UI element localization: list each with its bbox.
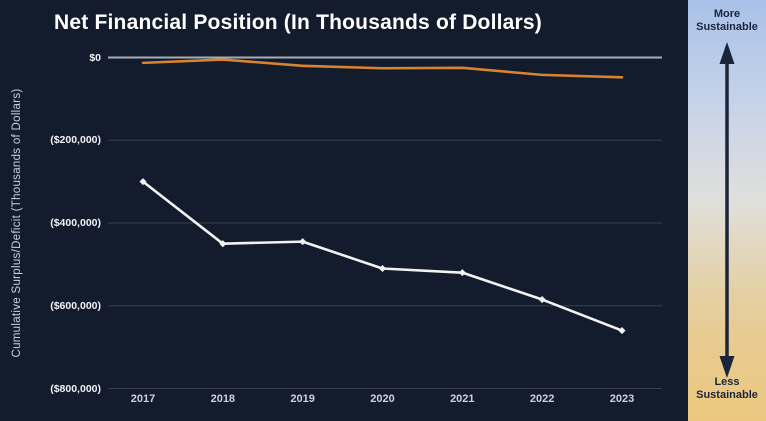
data-point-marker (219, 240, 227, 248)
x-tick-label: 2018 (210, 393, 236, 405)
x-tick-label: 2020 (370, 393, 395, 405)
y-tick-label: ($600,000) (50, 299, 101, 312)
x-tick-label: 2017 (130, 393, 156, 405)
x-tick-label: 2022 (529, 393, 555, 405)
chart-title: Net Financial Position (In Thousands of … (54, 11, 542, 34)
white-line (141, 180, 624, 332)
x-tick-label: 2019 (290, 393, 315, 405)
double-arrow-icon (719, 42, 735, 378)
y-tick-label: ($400,000) (50, 217, 101, 229)
data-point-marker (618, 327, 626, 335)
less-sustainable-label: Less Sustainable (696, 376, 758, 401)
x-tick-label: 2021 (450, 393, 475, 405)
data-point-marker (139, 178, 147, 186)
chart-plot-area (108, 56, 662, 389)
data-point-marker (378, 264, 387, 273)
net-financial-position-chart: Net Financial Position (In Thousands of … (11, 11, 662, 405)
data-point-marker (458, 269, 466, 277)
orange-line (141, 58, 624, 79)
data-point-marker (538, 296, 546, 304)
y-tick-label: $0 (89, 51, 101, 64)
more-sustainable-label: More Sustainable (696, 8, 758, 33)
sustainability-scale-sidebar: More Sustainable Less Sustainable (688, 0, 766, 421)
x-tick-label: 2023 (609, 393, 635, 405)
y-tick-label: ($200,000) (50, 134, 101, 147)
data-point-marker (299, 238, 307, 246)
y-tick-label: ($800,000) (50, 382, 101, 395)
